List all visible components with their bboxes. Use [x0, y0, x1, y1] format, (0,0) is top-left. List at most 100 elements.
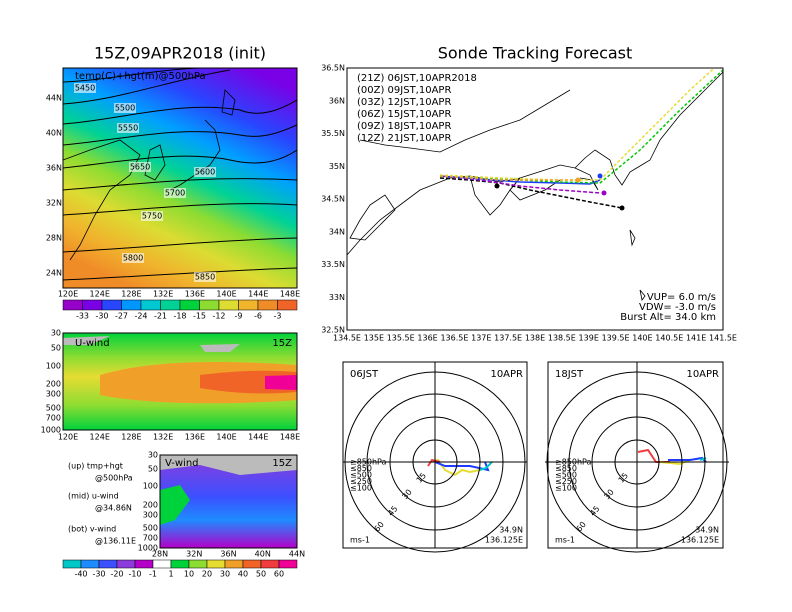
colorbar-box: [82, 299, 103, 311]
frame: [346, 67, 724, 331]
colorbar-box: [160, 299, 181, 311]
lon-label: 138E: [525, 334, 545, 343]
ring-label: 30: [400, 488, 413, 502]
frame: [159, 454, 298, 549]
colorbar-label: -24: [134, 312, 147, 321]
colorbar-label: 30: [220, 570, 230, 579]
pressure-label: 500: [46, 404, 61, 413]
colorbar-box: [278, 559, 298, 569]
v-wind-section: [159, 454, 298, 549]
colorbar-label: -18: [173, 312, 186, 321]
panel-label: U-wind: [75, 338, 110, 349]
label-bg: [129, 162, 151, 172]
time-label: 18JST: [555, 369, 584, 380]
colorbar-box: [206, 559, 226, 569]
contour-label: 5600: [195, 168, 215, 177]
colorbar-label: -40: [74, 570, 87, 579]
colorbar-box: [116, 559, 136, 569]
lon-label: 138.5E: [548, 334, 576, 343]
lat-label: 36N: [46, 164, 62, 173]
colorbar-box: [62, 299, 83, 311]
level-legend: ≥850hPa: [350, 458, 387, 467]
lon-label: 128E: [121, 290, 141, 299]
lat-label: 34.5N: [321, 195, 345, 204]
colorbar-label: 40: [238, 570, 248, 579]
level-legend: ≤250: [350, 477, 372, 486]
panel-time: 15Z: [272, 458, 292, 469]
level-legend: ≤500: [350, 471, 372, 480]
colorbar-label: 20: [202, 570, 212, 579]
lon-label: 139.5E: [602, 334, 630, 343]
lat-label: 28N: [46, 234, 62, 243]
colorbar-box: [179, 299, 200, 311]
lat-label: 24N: [46, 269, 62, 278]
u-wind-missing: [63, 336, 240, 352]
lon-label: 132E: [153, 290, 173, 299]
note: @500hPa: [95, 474, 133, 483]
colorbar-box: [242, 559, 262, 569]
frame: [62, 332, 298, 431]
colorbar-label: 10: [184, 570, 194, 579]
lat-label: 44N: [46, 94, 62, 103]
colorbar-label: -3: [274, 312, 282, 321]
level-legend: ≤100: [555, 484, 577, 493]
lon-label: 136E: [417, 334, 437, 343]
time-label: 06JST: [350, 369, 379, 380]
lon-label: 136E: [185, 433, 205, 442]
colorbar-label: 1: [168, 570, 173, 579]
lon-label: 139E: [579, 334, 599, 343]
legend-entry: (09Z) 18JST,10APR: [357, 121, 451, 132]
lat-label: 35.5N: [321, 129, 345, 138]
colorbar-label: 60: [274, 570, 284, 579]
colorbar-label: -20: [110, 570, 123, 579]
lat-label: 40N: [46, 129, 62, 138]
endpoints: [494, 173, 625, 211]
colorbar-label: -33: [76, 312, 89, 321]
lon-label: 137.5E: [494, 334, 522, 343]
colorbar-box: [188, 559, 208, 569]
level-legend: ≥850hPa: [555, 458, 592, 467]
colorbar-label: -30: [95, 312, 108, 321]
lat-label: 33.5N: [321, 260, 345, 269]
colorbar-box: [224, 559, 244, 569]
colorbar-box: [140, 299, 161, 311]
lat-label: 33N: [329, 293, 345, 302]
label-bg: [114, 103, 136, 113]
level-legend: ≤850: [350, 464, 372, 473]
v-wind-positive: [160, 485, 190, 525]
lat-label: 28N: [152, 550, 168, 559]
lat-label: 44N: [289, 550, 305, 559]
note: @136.11E: [95, 537, 136, 546]
contour-label: 5450: [75, 84, 95, 93]
lat-label: 34.9N: [499, 526, 523, 535]
lon-label: 135.5E: [387, 334, 415, 343]
frame: [62, 67, 298, 289]
pressure-label: 300: [143, 511, 158, 520]
lon-label: 136.5E: [440, 334, 468, 343]
lat-label: 36.5N: [321, 64, 345, 73]
contour-label: 5850: [195, 273, 215, 282]
ring-label: 60: [574, 520, 587, 534]
colorbar-label: -12: [212, 312, 225, 321]
v-wind-missing: [160, 455, 297, 475]
label-bg: [194, 272, 216, 282]
temperature-field: [63, 68, 297, 288]
colorbar-label: -1: [149, 570, 157, 579]
lon-label: 148E: [280, 433, 300, 442]
lon-label: 136.125E: [485, 536, 523, 545]
legend-entry: (06Z) 15JST,10APR: [357, 109, 451, 120]
label-bg: [122, 253, 144, 263]
pressure-label: 500: [143, 524, 158, 533]
colorbar-box: [260, 559, 280, 569]
pressure-label: 30: [148, 451, 158, 460]
colorbar-label: -6: [254, 312, 262, 321]
colorbar-label: 50: [256, 570, 266, 579]
colorbar-label: -15: [193, 312, 206, 321]
label-bg: [141, 211, 163, 221]
colorbar-label: -9: [235, 312, 243, 321]
colorbar-box: [277, 299, 298, 311]
level-legend: ≤100: [350, 484, 372, 493]
pressure-label: 700: [46, 414, 61, 423]
param: Burst Alt= 34.0 km: [620, 312, 716, 323]
frame: [547, 361, 724, 549]
